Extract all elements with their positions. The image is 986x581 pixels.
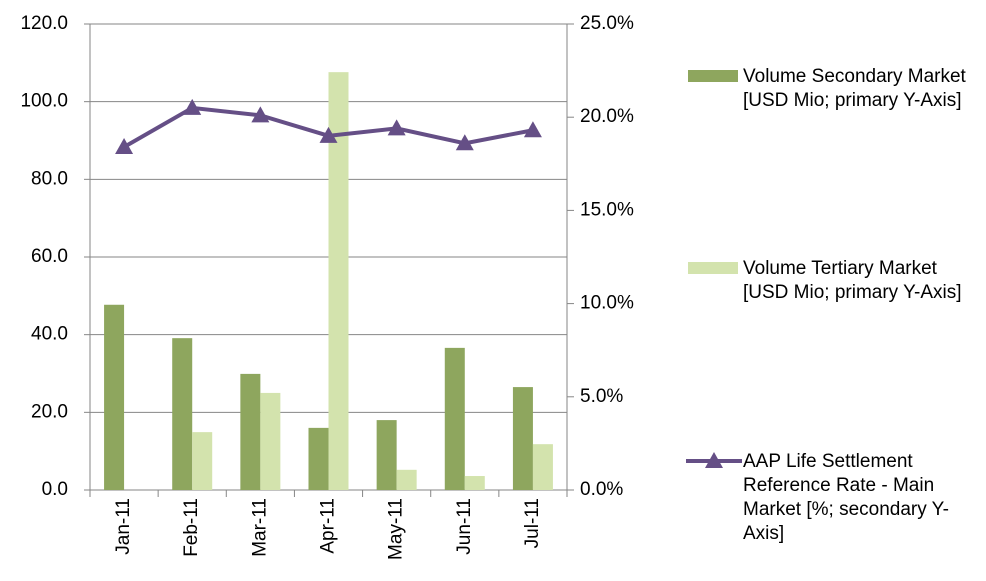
bar: [172, 338, 193, 490]
marker: [319, 126, 338, 143]
bar: [532, 444, 553, 490]
bar: [328, 72, 349, 491]
marker: [115, 138, 134, 155]
legend-label: AAP Life Settlement Reference Rate - Mai…: [743, 451, 949, 544]
x-tick-label: May-11: [386, 498, 407, 560]
bar: [464, 476, 485, 490]
x-tick-label: Mar-11: [249, 498, 270, 557]
bar: [396, 469, 417, 490]
y-tick-label: 100.0: [20, 91, 68, 112]
marker: [183, 98, 202, 115]
bar: [512, 387, 533, 490]
bar: [376, 420, 397, 490]
bar: [104, 304, 125, 490]
x-tick-label: Jul-11: [522, 498, 543, 548]
y-tick-label: 40.0: [31, 324, 68, 345]
y2-tick-label: 20.0%: [580, 106, 634, 127]
legend-label: Volume Secondary Market [USD Mio; primar…: [743, 66, 966, 111]
bar: [192, 432, 213, 490]
y2-tick-label: 5.0%: [580, 386, 623, 407]
y2-tick-label: 25.0%: [580, 13, 634, 34]
y-tick-label: 0.0: [42, 479, 68, 500]
y-tick-label: 20.0: [31, 401, 68, 422]
bar: [260, 392, 281, 490]
legend-swatch: [688, 262, 738, 274]
marker: [455, 134, 474, 151]
y-tick-label: 60.0: [31, 246, 68, 267]
bar: [308, 427, 329, 490]
y2-tick-label: 10.0%: [580, 293, 634, 314]
legend-swatch: [688, 70, 738, 82]
x-tick-label: Jan-11: [113, 498, 134, 555]
y2-tick-label: 15.0%: [580, 199, 634, 220]
y2-tick-label: 0.0%: [580, 479, 623, 500]
x-tick-label: Feb-11: [181, 498, 202, 557]
legend-label: Volume Tertiary Market [USD Mio; primary…: [743, 258, 962, 303]
x-tick-label: Apr-11: [318, 498, 339, 554]
bar: [240, 373, 261, 490]
y-tick-label: 80.0: [31, 168, 68, 189]
marker: [387, 119, 406, 136]
y-tick-label: 120.0: [20, 13, 68, 34]
bar: [444, 347, 465, 490]
legend-marker: [705, 452, 723, 468]
marker: [251, 106, 270, 123]
marker: [523, 121, 542, 138]
x-tick-label: Jun-11: [454, 498, 475, 555]
